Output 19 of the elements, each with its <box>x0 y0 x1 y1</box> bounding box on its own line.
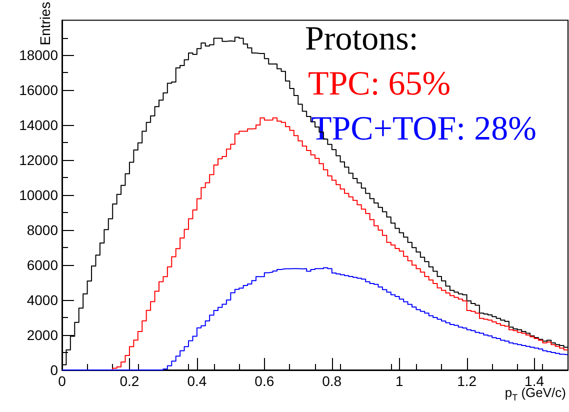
y-axis-title: Entries <box>37 2 53 46</box>
x-tick-label: 1 <box>395 373 404 389</box>
y-tick-label: 18000 <box>19 47 58 64</box>
x-tick-label: 0.8 <box>322 373 342 389</box>
x-tick-label: 0.2 <box>120 373 140 389</box>
x-tick-label: 0.4 <box>187 373 207 389</box>
y-tick-label: 8000 <box>26 222 58 238</box>
y-tick-label: 14000 <box>19 117 58 134</box>
y-tick-label: 6000 <box>26 257 58 274</box>
annotation: Protons: <box>305 20 418 58</box>
annotation: TPC: 65% <box>308 66 451 102</box>
y-tick-label: 2000 <box>26 327 58 344</box>
y-tick-label: 16000 <box>19 82 58 98</box>
y-tick-label: 4000 <box>26 292 58 308</box>
y-tick-label: 10000 <box>19 187 58 204</box>
y-tick-label: 0 <box>50 362 58 378</box>
x-tick-label: 1.2 <box>457 373 477 389</box>
x-tick-label: 0.6 <box>254 373 274 389</box>
y-tick-label: 12000 <box>19 152 58 168</box>
